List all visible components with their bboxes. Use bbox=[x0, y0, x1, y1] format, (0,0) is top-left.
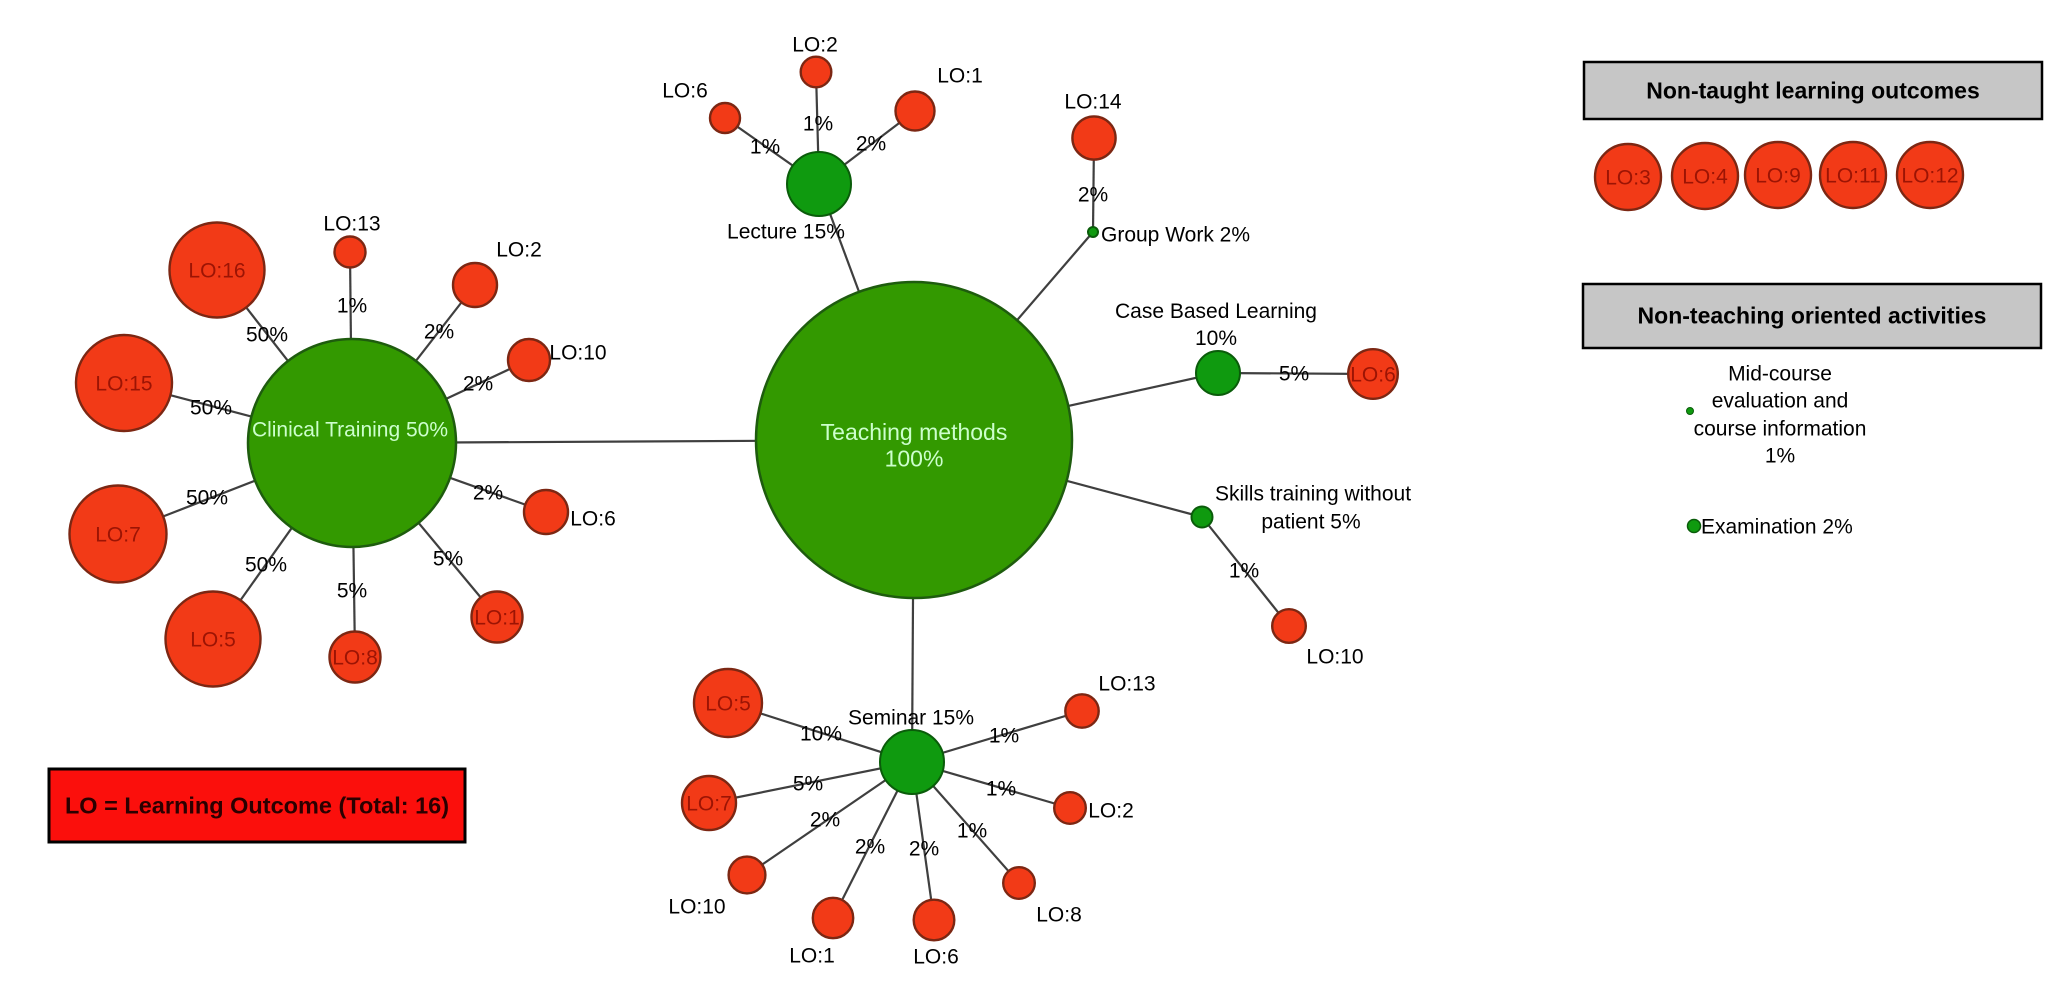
svg-text:course information: course information bbox=[1694, 418, 1867, 441]
svg-text:LO:1: LO:1 bbox=[937, 65, 983, 88]
svg-text:1%: 1% bbox=[989, 725, 1019, 748]
svg-text:LO:15: LO:15 bbox=[95, 373, 152, 396]
svg-text:2%: 2% bbox=[855, 836, 885, 859]
svg-text:LO:13: LO:13 bbox=[1098, 673, 1155, 696]
svg-text:LO:1: LO:1 bbox=[789, 945, 835, 968]
svg-text:Case Based Learning: Case Based Learning bbox=[1115, 300, 1317, 323]
svg-text:LO:10: LO:10 bbox=[1306, 646, 1363, 669]
svg-text:50%: 50% bbox=[186, 487, 228, 510]
svg-text:LO = Learning Outcome (Total:: LO = Learning Outcome (Total: 16) bbox=[65, 793, 449, 819]
svg-text:LO:3: LO:3 bbox=[1605, 167, 1651, 190]
svg-text:2%: 2% bbox=[856, 133, 886, 156]
svg-text:patient 5%: patient 5% bbox=[1261, 511, 1360, 534]
svg-text:LO:6: LO:6 bbox=[662, 80, 708, 103]
svg-text:Group Work 2%: Group Work 2% bbox=[1101, 224, 1250, 247]
svg-text:LO:8: LO:8 bbox=[1036, 904, 1082, 927]
svg-text:Non-taught learning outcomes: Non-taught learning outcomes bbox=[1646, 78, 1980, 104]
svg-text:LO:16: LO:16 bbox=[188, 260, 245, 283]
svg-text:LO:7: LO:7 bbox=[95, 524, 141, 547]
svg-text:LO:2: LO:2 bbox=[496, 239, 542, 262]
svg-text:1%: 1% bbox=[337, 295, 367, 318]
svg-text:Clinical Training 50%: Clinical Training 50% bbox=[252, 419, 448, 442]
svg-text:LO:13: LO:13 bbox=[323, 213, 380, 236]
svg-text:LO:8: LO:8 bbox=[332, 647, 378, 670]
svg-text:LO:1: LO:1 bbox=[474, 607, 520, 630]
svg-text:LO:10: LO:10 bbox=[549, 342, 606, 365]
svg-text:LO:9: LO:9 bbox=[1755, 165, 1801, 188]
svg-text:2%: 2% bbox=[424, 321, 454, 344]
svg-text:5%: 5% bbox=[337, 580, 367, 603]
svg-text:50%: 50% bbox=[246, 324, 288, 347]
svg-text:10%: 10% bbox=[1195, 327, 1237, 350]
svg-text:LO:6: LO:6 bbox=[913, 946, 959, 969]
svg-text:LO:5: LO:5 bbox=[190, 629, 236, 652]
svg-text:Teaching methods: Teaching methods bbox=[821, 419, 1008, 445]
svg-text:2%: 2% bbox=[810, 809, 840, 832]
svg-text:1%: 1% bbox=[1765, 445, 1795, 468]
svg-text:Skills training without: Skills training without bbox=[1215, 483, 1411, 506]
svg-text:2%: 2% bbox=[463, 373, 493, 396]
svg-text:1%: 1% bbox=[803, 113, 833, 136]
svg-text:2%: 2% bbox=[909, 838, 939, 861]
svg-text:1%: 1% bbox=[750, 136, 780, 159]
svg-text:5%: 5% bbox=[433, 548, 463, 571]
svg-text:1%: 1% bbox=[986, 778, 1016, 801]
svg-text:Seminar 15%: Seminar 15% bbox=[848, 707, 974, 730]
svg-text:5%: 5% bbox=[793, 773, 823, 796]
svg-text:LO:11: LO:11 bbox=[1825, 165, 1881, 188]
svg-text:Lecture 15%: Lecture 15% bbox=[727, 221, 845, 244]
svg-text:Examination 2%: Examination 2% bbox=[1701, 516, 1853, 539]
svg-text:5%: 5% bbox=[1279, 363, 1309, 386]
svg-text:10%: 10% bbox=[800, 723, 842, 746]
svg-text:50%: 50% bbox=[245, 554, 287, 577]
svg-text:2%: 2% bbox=[1078, 184, 1108, 207]
svg-text:LO:2: LO:2 bbox=[792, 34, 838, 57]
svg-text:evaluation and: evaluation and bbox=[1712, 390, 1849, 413]
svg-text:Non-teaching oriented activiti: Non-teaching oriented activities bbox=[1638, 303, 1987, 329]
svg-text:1%: 1% bbox=[957, 820, 987, 843]
svg-text:LO:2: LO:2 bbox=[1088, 800, 1134, 823]
svg-text:LO:6: LO:6 bbox=[1350, 364, 1396, 387]
svg-text:LO:5: LO:5 bbox=[705, 693, 751, 716]
svg-text:2%: 2% bbox=[473, 482, 503, 505]
svg-text:50%: 50% bbox=[190, 397, 232, 420]
svg-text:LO:6: LO:6 bbox=[570, 508, 616, 531]
svg-text:LO:4: LO:4 bbox=[1682, 166, 1728, 189]
svg-text:100%: 100% bbox=[885, 446, 944, 472]
svg-text:LO:12: LO:12 bbox=[1901, 165, 1958, 188]
svg-text:LO:14: LO:14 bbox=[1064, 91, 1122, 114]
svg-text:LO:7: LO:7 bbox=[686, 793, 732, 816]
svg-text:LO:10: LO:10 bbox=[668, 896, 725, 919]
svg-text:Mid-course: Mid-course bbox=[1728, 363, 1832, 386]
svg-text:1%: 1% bbox=[1229, 560, 1259, 583]
